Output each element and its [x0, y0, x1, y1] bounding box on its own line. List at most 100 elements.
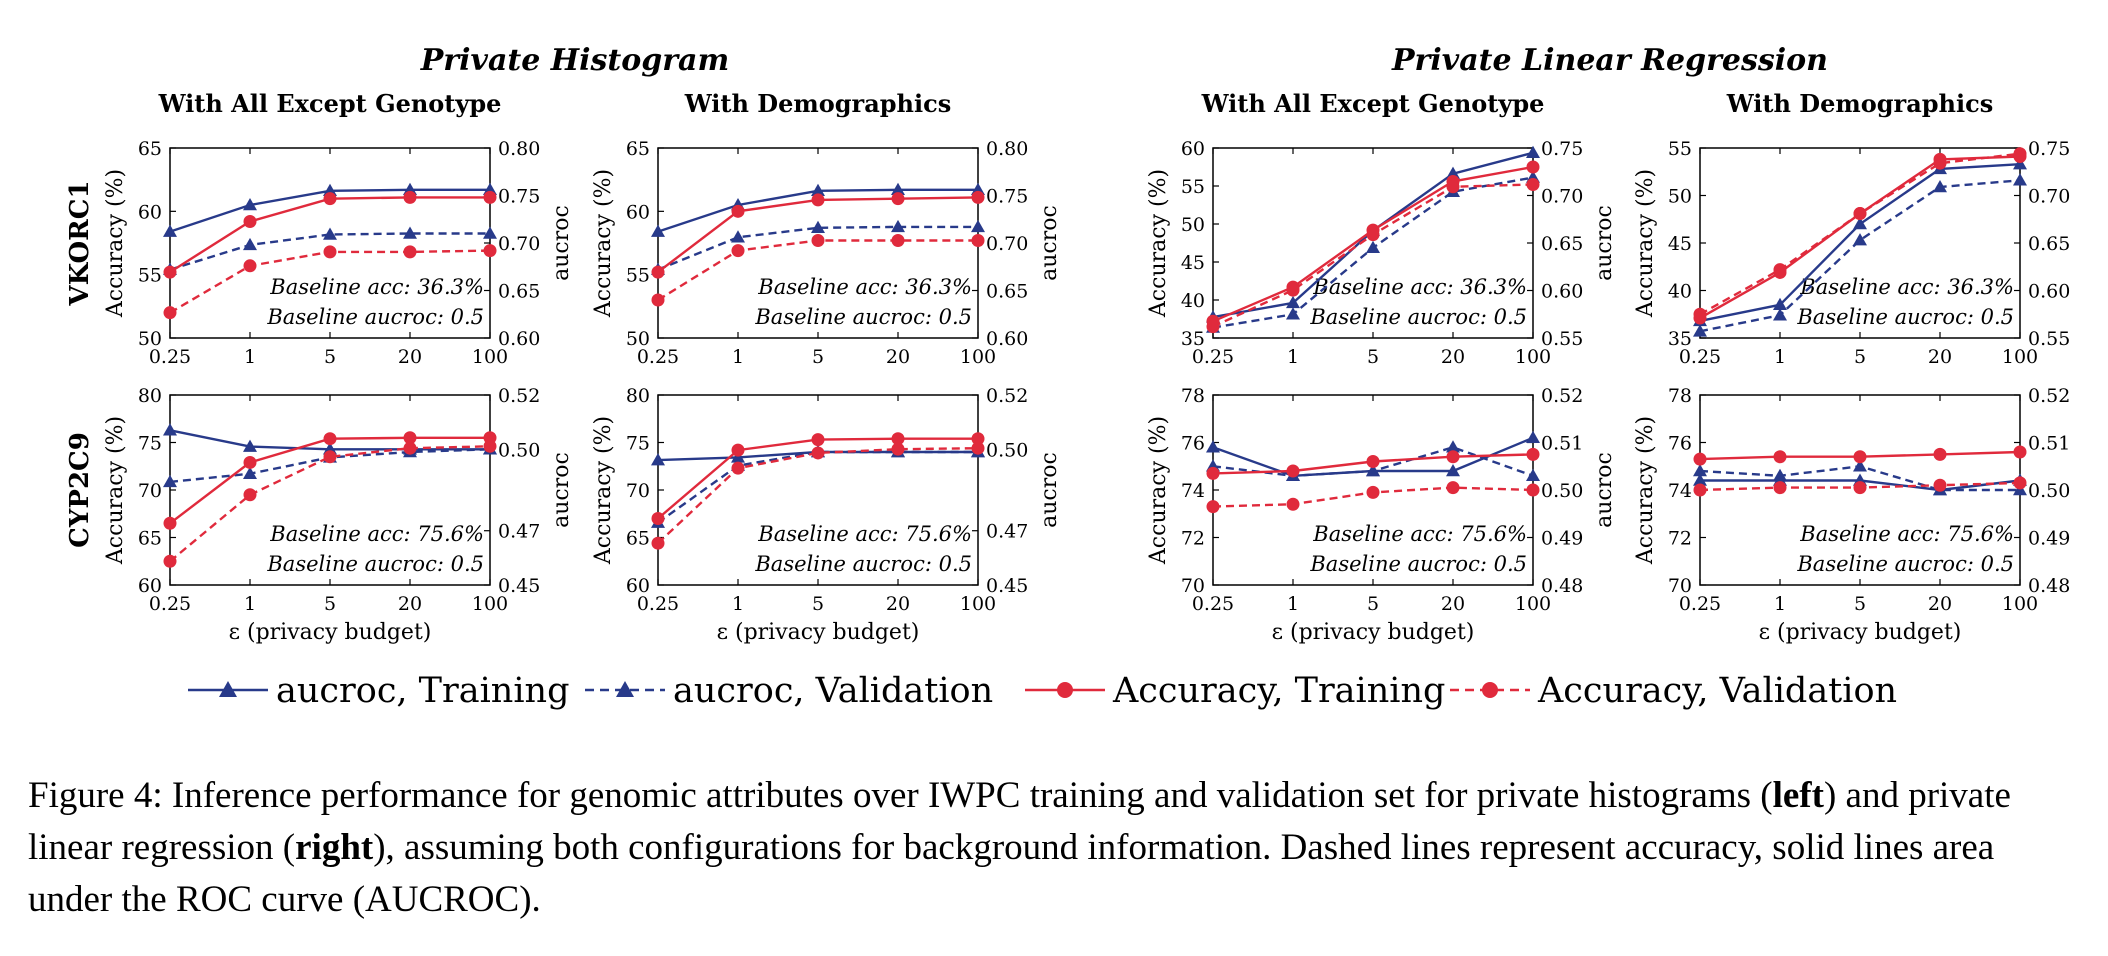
data-point-circle	[1526, 483, 1540, 497]
data-point-circle	[891, 192, 905, 206]
baseline-aucroc-annotation: Baseline aucroc: 0.5	[1796, 552, 2014, 576]
data-point-circle	[1286, 464, 1300, 478]
legend-label: Accuracy, Validation	[1537, 671, 1897, 711]
y2-tick-label: 0.50	[2028, 480, 2070, 502]
panel-2: With Demographics 0.25 1 5 20 100 50 55 60 65 0.60…	[591, 89, 1062, 368]
data-point-circle	[2013, 476, 2027, 490]
y-tick-label: 55	[1181, 176, 1205, 198]
x-tick-label: 5	[812, 346, 824, 368]
data-point-triangle	[971, 219, 985, 233]
x-tick-label: 5	[812, 593, 824, 615]
x-tick-label: 20	[1928, 593, 1952, 615]
caption-prefix: Figure 4: Inference performance for geno…	[28, 775, 1773, 816]
x-tick-label: 100	[2002, 346, 2038, 368]
y2-tick-label: 0.50	[1541, 480, 1583, 502]
y2-tick-label: 0.55	[2028, 328, 2070, 350]
data-point-circle	[1933, 447, 1947, 461]
y-tick-label: 70	[138, 480, 162, 502]
x-tick-label: 100	[472, 346, 508, 368]
data-point-circle	[1366, 485, 1380, 499]
x-tick-label: 0.25	[1679, 346, 1721, 368]
x-tick-label: 1	[244, 593, 256, 615]
y2-axis-title: aucroc	[549, 452, 574, 528]
x-tick-label: 100	[2002, 593, 2038, 615]
x-tick-label: 1	[244, 346, 256, 368]
x-tick-label: 100	[960, 593, 996, 615]
legend-label: aucroc, Training	[276, 671, 569, 711]
y-tick-label: 80	[626, 385, 650, 407]
y-tick-label: 60	[626, 575, 650, 597]
x-tick-label: 5	[1367, 593, 1379, 615]
y2-tick-label: 0.45	[498, 575, 540, 597]
data-point-triangle	[1446, 464, 1460, 477]
y2-tick-label: 0.49	[1541, 528, 1583, 550]
data-point-circle	[811, 233, 825, 247]
y-tick-label: 45	[1668, 233, 1692, 255]
x-tick-label: 100	[1515, 346, 1551, 368]
y2-tick-label: 0.48	[2028, 575, 2070, 597]
y2-tick-label: 0.52	[498, 385, 540, 407]
y-tick-label: 74	[1181, 480, 1205, 502]
y2-axis-title: aucroc	[1037, 452, 1062, 528]
y-tick-label: 72	[1181, 528, 1205, 550]
data-point-circle	[1366, 455, 1380, 468]
y-tick-label: 65	[626, 138, 650, 160]
y2-tick-label: 0.52	[2028, 385, 2070, 407]
data-point-triangle	[1693, 324, 1707, 337]
baseline-acc-annotation: Baseline acc: 75.6%	[1799, 522, 2014, 546]
data-point-triangle	[1206, 440, 1220, 453]
data-point-triangle	[2013, 173, 2027, 186]
y-tick-label: 60	[138, 575, 162, 597]
data-point-circle	[1446, 180, 1460, 194]
y-tick-label: 50	[138, 328, 162, 350]
x-tick-label: 0.25	[1192, 593, 1234, 615]
data-point-circle	[1286, 283, 1300, 297]
data-point-triangle	[163, 474, 177, 488]
data-point-circle	[163, 554, 177, 568]
legend-circle-marker	[1482, 682, 1498, 698]
x-axis-title: ε (privacy budget)	[717, 620, 920, 645]
x-tick-label: 5	[1854, 593, 1866, 615]
panel-title: With All Except Genotype	[1201, 89, 1545, 118]
data-point-triangle	[1773, 297, 1787, 310]
y-tick-label: 70	[1181, 575, 1205, 597]
data-point-triangle	[2013, 157, 2027, 170]
data-point-circle	[1933, 156, 1947, 170]
data-point-circle	[1853, 207, 1867, 221]
y2-tick-label: 0.52	[986, 385, 1028, 407]
y2-tick-label: 0.75	[2028, 138, 2070, 160]
data-point-circle	[403, 245, 417, 259]
y2-tick-label: 0.47	[498, 521, 540, 543]
y2-axis-title: aucroc	[1592, 452, 1617, 528]
data-point-circle	[811, 446, 825, 460]
baseline-acc-annotation: Baseline acc: 36.3%	[1799, 275, 2014, 299]
data-point-triangle	[163, 224, 177, 237]
panel-6: With Demographics 0.25 1 5 20 100 35 40 45 50 55 0.…	[1633, 89, 2070, 368]
data-point-circle	[403, 431, 417, 445]
data-point-triangle	[403, 226, 417, 239]
y-tick-label: 70	[1668, 575, 1692, 597]
y-tick-label: 50	[1181, 214, 1205, 236]
data-point-circle	[651, 293, 665, 307]
data-point-circle	[2013, 445, 2027, 459]
data-point-triangle	[1366, 464, 1380, 477]
y-tick-label: 55	[138, 265, 162, 287]
data-point-circle	[1526, 160, 1540, 174]
series-line-aucroc-validation	[169, 232, 490, 271]
y-tick-label: 50	[1668, 186, 1692, 208]
data-point-circle	[243, 488, 257, 502]
data-point-triangle	[1526, 468, 1540, 481]
x-axis-title: ε (privacy budget)	[1272, 620, 1475, 645]
data-point-circle	[243, 455, 257, 469]
x-tick-label: 0.25	[149, 593, 191, 615]
series-line-accuracy-validation	[169, 445, 491, 563]
x-tick-label: 100	[472, 593, 508, 615]
data-point-circle	[731, 461, 745, 475]
panel-title: With All Except Genotype	[158, 89, 502, 118]
y2-tick-label: 0.49	[2028, 528, 2070, 550]
legend-label: aucroc, Validation	[673, 671, 993, 711]
y2-tick-label: 0.65	[1541, 233, 1583, 255]
y-tick-label: 72	[1668, 528, 1692, 550]
data-point-triangle	[1773, 468, 1787, 481]
panel-title: With Demographics	[1726, 89, 1993, 118]
